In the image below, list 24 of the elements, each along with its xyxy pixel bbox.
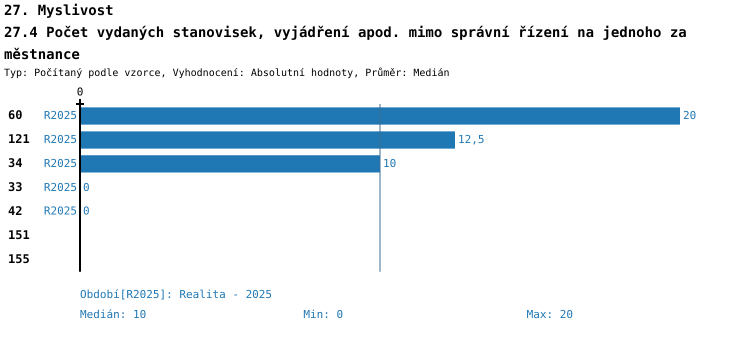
text: Období[R2025]: Realita - 2025 [80,288,274,303]
series-label: R2025 [44,108,77,122]
text: Max: 20 [526,308,574,321]
y-tick-label: 155 [8,252,30,266]
y-tick-label: 34 [8,156,22,170]
chart-subtitle: Typ: Počítaný podle vzorce, Vyhodnocení: Absolutní hodnoty, Průměr: Medián [3,66,451,81]
text: Min: 0 [303,308,344,321]
y-tick-label: 33 [8,180,22,194]
data-label: 0 [83,204,90,218]
y-tick-label: 42 [8,204,22,218]
text: R2025 [44,132,77,146]
text: 0 [76,85,84,98]
chart-title: 27. Myslivost 27.4 Počet vydaných stanovisek, vyjádření apod. mimo správní řízení na jednoho zaměstnance [4,2,688,65]
data-label: 20 [683,108,696,122]
text: R2025 [44,156,77,170]
data-label: 0 [83,180,90,194]
data-label: 10 [383,156,396,170]
text: Medián: 10 [80,308,148,321]
y-tick-label: 121 [8,132,30,146]
y-tick-label: 151 [8,228,30,242]
text: R2025 [44,204,77,218]
text: R2025 [44,180,77,194]
y-tick-label: 60 [8,108,22,122]
data-label: 12,5 [458,132,484,146]
